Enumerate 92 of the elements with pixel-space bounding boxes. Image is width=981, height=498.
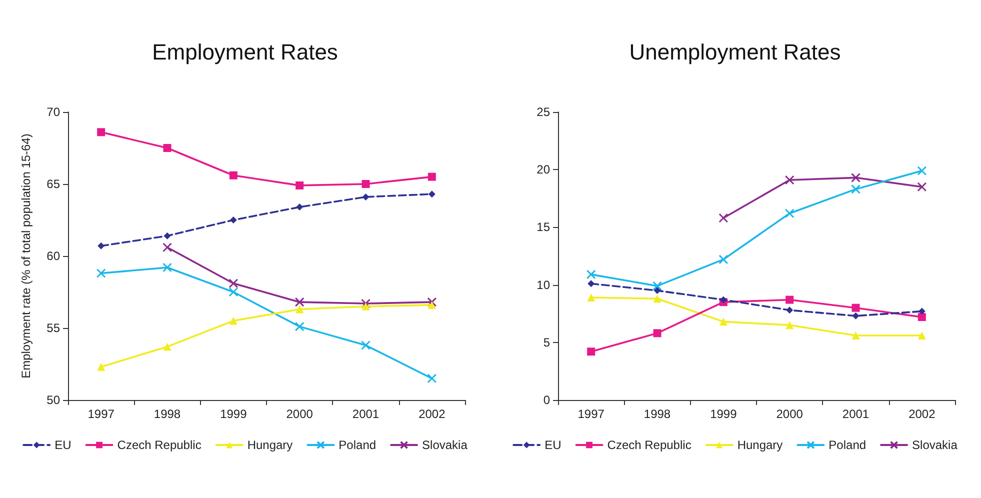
legend-label: Poland	[338, 438, 376, 452]
point	[294, 322, 304, 332]
point	[164, 232, 171, 240]
legend-label: EU	[54, 438, 72, 452]
point	[652, 281, 662, 291]
point	[428, 172, 436, 181]
point	[98, 242, 105, 250]
point	[229, 171, 238, 180]
point	[851, 172, 860, 182]
point	[428, 190, 436, 198]
chart-title: Unemployment Rates	[629, 40, 841, 64]
y-tick-label: 70	[46, 105, 60, 119]
point	[784, 208, 794, 218]
point	[718, 213, 728, 223]
point	[294, 297, 304, 307]
legend-label: Hungary	[737, 438, 783, 452]
y-tick-label: 0	[543, 393, 550, 407]
x-tick-label: 2000	[286, 407, 314, 421]
point	[162, 242, 172, 252]
point	[296, 204, 304, 211]
y-tick-label: 60	[46, 249, 60, 263]
point	[361, 340, 370, 350]
point	[228, 278, 238, 288]
point	[851, 184, 860, 194]
legend-label: Slovakia	[422, 438, 468, 452]
point	[362, 180, 370, 188]
x-tick-label: 2001	[842, 407, 870, 421]
x-tick-label: 1997	[578, 407, 605, 421]
point	[917, 166, 927, 176]
point	[296, 181, 304, 190]
x-tick-label: 2002	[418, 407, 446, 421]
x-tick-label: 2000	[776, 407, 804, 421]
x-tick-label: 1998	[644, 407, 671, 421]
point	[720, 296, 727, 304]
point	[654, 287, 661, 294]
x-tick-label: 1997	[88, 407, 115, 421]
point	[163, 144, 172, 152]
chart-title: Employment Rates	[152, 40, 338, 64]
point	[97, 128, 106, 136]
point	[162, 262, 172, 272]
point	[362, 193, 370, 200]
point	[653, 329, 662, 338]
legend-label: EU	[544, 438, 562, 452]
point	[786, 321, 794, 330]
point	[852, 331, 860, 340]
x-tick-label: 2001	[352, 407, 380, 421]
y-tick-label: 25	[536, 105, 550, 119]
point	[296, 305, 304, 314]
point	[653, 294, 662, 303]
point	[918, 313, 926, 322]
legend-label: Hungary	[247, 438, 293, 452]
legend-label: Slovakia	[912, 438, 958, 452]
point	[427, 297, 437, 307]
x-tick-label: 1998	[154, 407, 181, 421]
point	[586, 270, 596, 280]
point	[96, 268, 106, 278]
y-tick-label: 55	[46, 321, 60, 335]
y-tick-label: 50	[46, 393, 60, 407]
point	[587, 293, 596, 302]
x-tick-label: 1999	[220, 407, 248, 421]
point	[852, 304, 860, 312]
point	[229, 316, 238, 325]
point	[427, 374, 437, 384]
y-tick-label: 5	[543, 335, 550, 350]
point	[587, 348, 596, 356]
point	[163, 342, 172, 351]
legend-label: Czech Republic	[607, 438, 692, 452]
point	[588, 280, 595, 288]
x-tick-label: 2002	[908, 407, 936, 421]
point	[361, 298, 370, 308]
y-tick-label: 65	[46, 177, 60, 191]
point	[230, 216, 237, 224]
point	[228, 287, 238, 297]
point	[917, 182, 927, 192]
point	[428, 300, 436, 309]
point	[719, 318, 728, 326]
point	[918, 308, 926, 315]
legend-label: Czech Republic	[117, 438, 202, 452]
point	[852, 312, 860, 320]
point	[718, 254, 728, 264]
y-tick-label: 10	[536, 278, 550, 292]
y-tick-label: 20	[536, 162, 550, 177]
point	[784, 175, 794, 185]
y-tick-label: 15	[536, 220, 550, 234]
point	[918, 331, 926, 340]
y-axis-title: Employment rate (% of total population 15-64)	[19, 134, 33, 378]
point	[786, 306, 794, 314]
point	[786, 296, 794, 304]
point	[97, 362, 106, 371]
x-tick-label: 1999	[710, 407, 738, 421]
point	[362, 302, 370, 310]
legend-label: Poland	[828, 438, 866, 452]
